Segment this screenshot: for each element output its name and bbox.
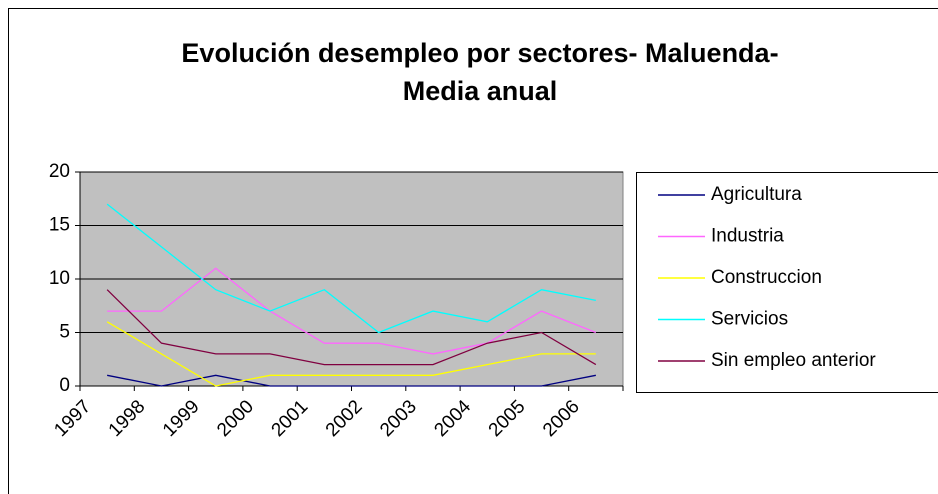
series-line (106, 203, 596, 334)
legend-box (636, 172, 938, 393)
series-line (107, 267, 597, 355)
legend-label: Construccion (711, 267, 822, 288)
series-line (107, 374, 596, 387)
chart-title: Media anual (403, 76, 558, 106)
chart-title: Evolución desempleo por sectores- Maluen… (181, 38, 778, 68)
y-tick-label: 5 (59, 322, 70, 343)
series-line (106, 289, 597, 366)
legend-label: Sin empleo anterior (711, 350, 876, 371)
legend-label: Industria (711, 226, 784, 247)
legend-label: Agricultura (711, 184, 802, 205)
y-tick-label: 0 (59, 375, 70, 396)
legend-label: Servicios (711, 309, 788, 330)
y-tick-label: 10 (49, 268, 70, 289)
y-tick-label: 15 (49, 215, 70, 236)
y-tick-label: 20 (49, 161, 70, 182)
series-line (106, 321, 596, 387)
